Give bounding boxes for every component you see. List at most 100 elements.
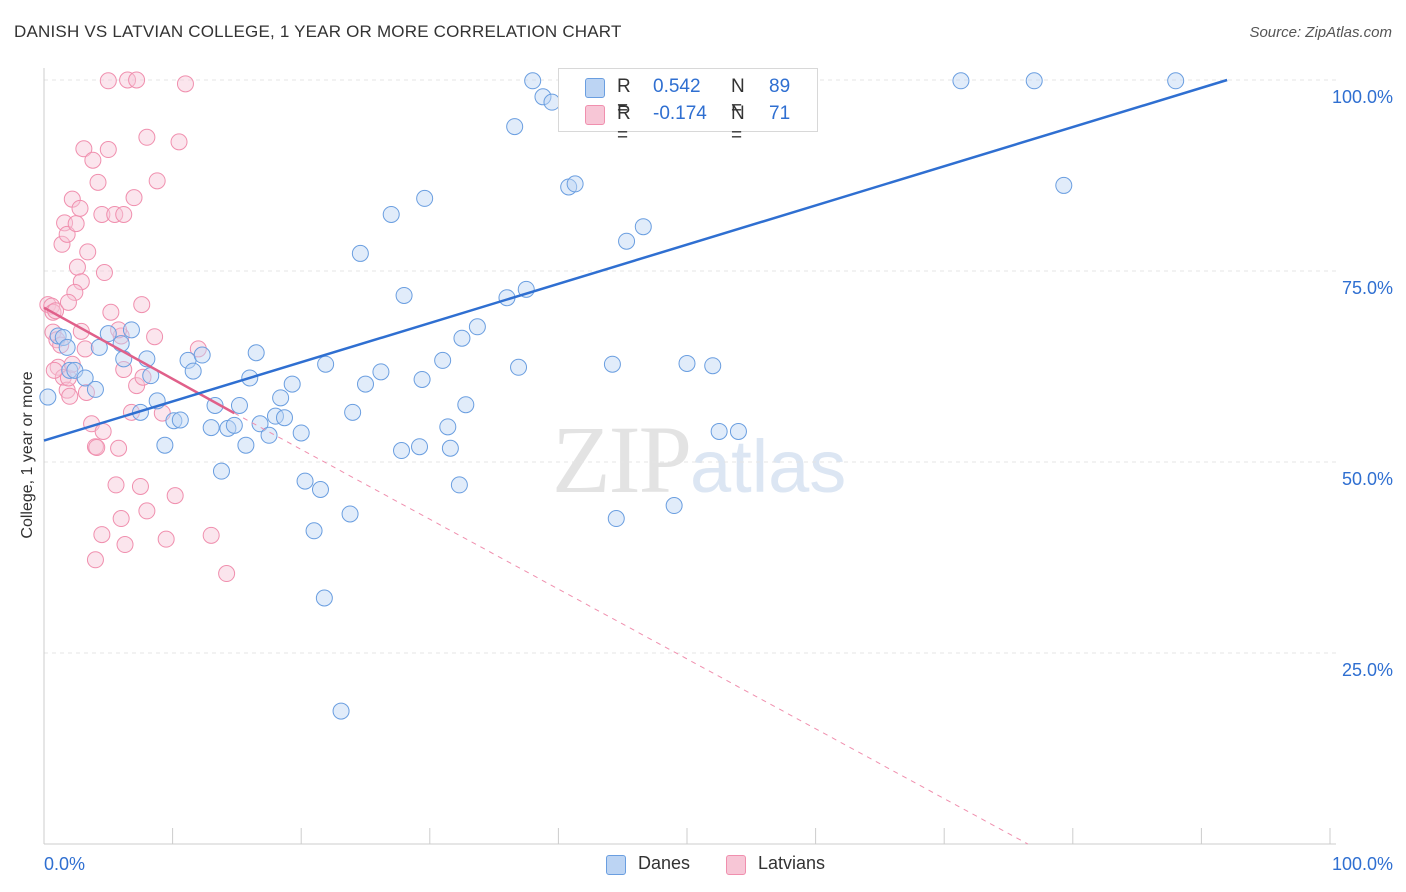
danes-swatch <box>585 78 605 98</box>
danes-point <box>202 419 220 437</box>
latvians-point <box>218 565 236 583</box>
latvians-point <box>157 530 175 548</box>
danes-point <box>411 438 429 456</box>
x-tick-label: 100.0% <box>1332 854 1393 874</box>
danes-trend-line <box>43 78 1228 442</box>
n-label: N = <box>731 76 745 119</box>
latvians-point <box>125 189 143 207</box>
latvians-point <box>176 75 194 93</box>
danes-point <box>39 388 57 406</box>
danes-point <box>1167 72 1185 90</box>
latvians-point <box>110 321 128 339</box>
danes-point <box>99 325 117 343</box>
danes-point <box>457 396 475 414</box>
danes-point <box>357 375 374 393</box>
r-value: -0.174 <box>653 103 707 124</box>
y-tick-label: 50.0% <box>1342 469 1393 489</box>
latvians-point <box>138 502 156 520</box>
latvians-point <box>93 526 111 544</box>
danes-point <box>351 244 369 262</box>
danes-point <box>506 118 524 136</box>
latvians-point <box>146 328 164 346</box>
latvians-point <box>131 477 149 495</box>
danes-point <box>453 329 471 347</box>
danes-point <box>341 505 359 523</box>
latvians-point <box>128 71 146 89</box>
danes-point <box>76 369 94 387</box>
danes-point <box>61 361 79 379</box>
n-value: 71 <box>769 103 791 124</box>
y-axis-label: College, 1 year or more <box>19 371 36 539</box>
latvians-point <box>99 141 117 159</box>
latvians-swatch <box>585 105 605 125</box>
latvians-trend-line <box>43 306 235 415</box>
latvians-point <box>75 140 93 158</box>
danes-point <box>237 436 255 454</box>
danes-point <box>566 175 584 193</box>
danes-point <box>524 72 542 90</box>
latvians-point <box>106 205 124 223</box>
latvians-point <box>133 296 151 314</box>
latvians-point <box>79 243 97 261</box>
danes-point <box>413 370 431 388</box>
danes-point <box>156 436 174 454</box>
danes-point <box>607 510 625 528</box>
chart-title: DANISH VS LATVIAN COLLEGE, 1 YEAR OR MOR… <box>14 22 622 41</box>
latvians-point <box>138 128 156 146</box>
latvians-point <box>107 476 125 494</box>
danes-point <box>184 362 202 380</box>
danes-point <box>212 462 230 480</box>
latvians-point <box>59 293 77 311</box>
danes-point <box>193 346 211 364</box>
latvians-point <box>94 422 112 440</box>
danes-point <box>678 354 696 372</box>
danes-point <box>439 418 457 436</box>
danes-point <box>275 409 293 427</box>
x-tick-label: 0.0% <box>44 854 85 874</box>
latvians-point <box>77 383 95 401</box>
danes-point <box>305 522 323 540</box>
danes-point <box>665 497 683 515</box>
latvians-point <box>102 303 120 321</box>
danes-point <box>603 355 621 373</box>
danes-point <box>634 218 652 236</box>
danes-point <box>704 357 722 375</box>
danes-point <box>251 415 269 433</box>
danes-point <box>434 351 452 369</box>
danes-point <box>315 589 333 607</box>
latvians-point <box>119 71 137 89</box>
danes-point <box>468 318 486 336</box>
danes-point <box>344 403 362 421</box>
latvians-point <box>116 536 134 554</box>
latvians-point <box>68 258 86 276</box>
latvians-point <box>72 273 90 291</box>
stats-box: R = 0.542 N = 89 R = -0.174 N = 71 <box>558 68 818 146</box>
danes-legend-swatch <box>606 855 626 875</box>
danes-point <box>292 424 310 442</box>
latvians-point <box>84 151 102 169</box>
r-label: R = <box>617 103 631 146</box>
latvians-point <box>128 377 146 395</box>
latvians-point <box>71 199 89 217</box>
danes-point <box>710 422 728 440</box>
danes-point <box>272 389 290 407</box>
danes-point <box>230 396 248 414</box>
danes-point <box>382 205 400 223</box>
latvians-point <box>61 387 79 405</box>
latvians-legend-swatch <box>726 855 746 875</box>
danes-point <box>283 375 301 393</box>
legend-label: Latvians <box>758 853 826 873</box>
latvians-point <box>202 526 220 544</box>
latvians-point <box>45 361 63 379</box>
source-label: Source: ZipAtlas.com <box>1249 24 1392 41</box>
latvians-point <box>93 205 111 223</box>
danes-point <box>395 286 413 304</box>
latvians-point <box>115 205 133 223</box>
latvians-point <box>166 487 184 505</box>
danes-point <box>416 189 434 207</box>
r-value: 0.542 <box>653 76 701 97</box>
danes-point <box>510 358 528 376</box>
danes-point <box>372 363 390 381</box>
danes-point <box>260 426 278 444</box>
